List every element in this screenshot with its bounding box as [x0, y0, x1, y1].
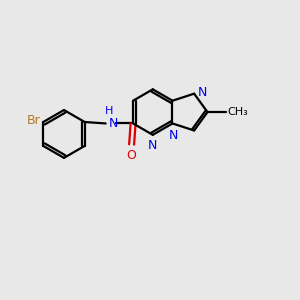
- Text: N: N: [169, 129, 178, 142]
- Text: H: H: [104, 106, 113, 116]
- Text: Br: Br: [27, 114, 40, 127]
- Text: N: N: [198, 86, 208, 99]
- Text: N: N: [148, 139, 158, 152]
- Text: N: N: [109, 117, 119, 130]
- Text: CH₃: CH₃: [228, 107, 248, 117]
- Text: O: O: [126, 148, 136, 161]
